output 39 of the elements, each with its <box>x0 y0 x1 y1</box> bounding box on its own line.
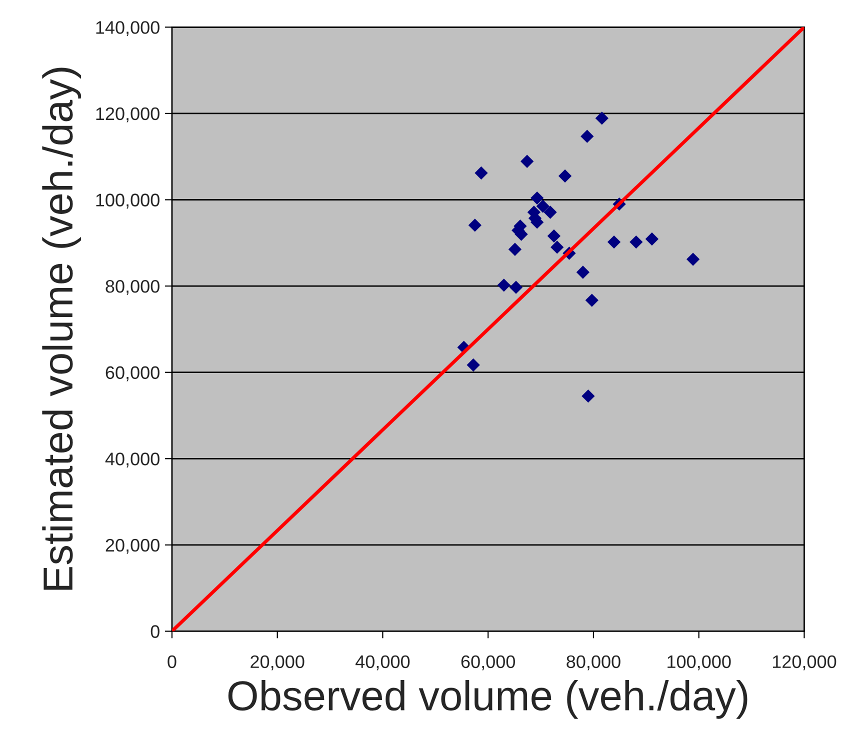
point <box>595 112 608 125</box>
y-axis-title: Estimated volume (veh./day) <box>42 68 82 590</box>
x-tick-label: 120,000 <box>772 655 836 670</box>
y-tick-label: 80,000 <box>106 280 160 295</box>
point <box>645 232 659 246</box>
point <box>468 218 482 232</box>
point <box>550 240 564 254</box>
point <box>544 206 557 219</box>
y-tick-label: 20,000 <box>106 538 160 554</box>
y-tick-label: 60,000 <box>106 366 160 382</box>
point <box>508 242 522 256</box>
x-tick-label: 0 <box>168 655 176 668</box>
y-tick-label: 140,000 <box>96 21 160 36</box>
point <box>582 389 595 403</box>
point <box>558 169 572 183</box>
point <box>585 294 598 307</box>
point <box>576 266 590 279</box>
y-tick-label: 0 <box>150 625 160 638</box>
x-tick-label: 40,000 <box>356 655 410 670</box>
point <box>530 191 544 205</box>
x-axis-title: Observed volume (veh./day) <box>228 680 748 719</box>
point <box>547 229 561 243</box>
point <box>630 235 643 249</box>
point <box>686 252 700 266</box>
point <box>509 280 523 294</box>
point <box>536 200 550 213</box>
y-tick-label: 100,000 <box>96 194 160 209</box>
point <box>497 278 510 292</box>
x-tick-label: 80,000 <box>566 655 620 670</box>
point <box>474 166 488 180</box>
x-tick-label: 20,000 <box>250 655 304 670</box>
point <box>580 130 594 143</box>
point <box>520 154 534 168</box>
x-tick-label: 100,000 <box>668 655 731 670</box>
point <box>607 235 621 249</box>
point <box>466 358 480 372</box>
y-tick-label: 120,000 <box>96 107 160 122</box>
y-tick-label: 40,000 <box>105 452 160 468</box>
x-tick-label: 60,000 <box>461 655 516 670</box>
